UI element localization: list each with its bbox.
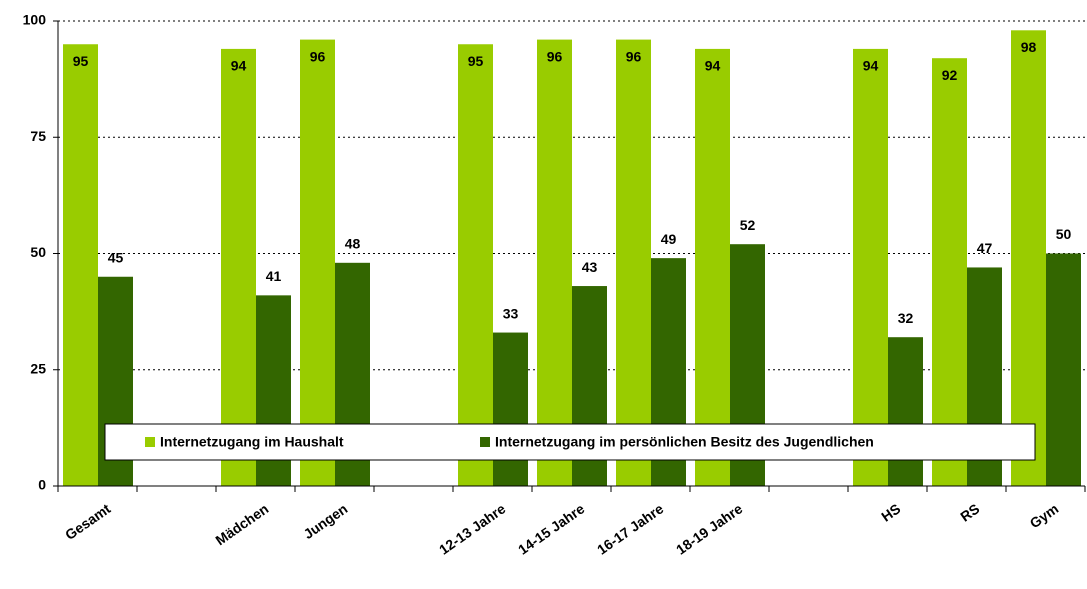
x-tick-label: Mädchen [212,500,271,548]
y-tick-label: 0 [38,477,46,493]
y-tick-label: 50 [30,244,46,260]
legend-label: Internetzugang im persönlichen Besitz de… [495,434,874,450]
bar [932,58,967,486]
bar [853,48,888,487]
value-label: 94 [863,58,879,74]
value-label: 32 [898,310,914,326]
value-label: 49 [661,231,677,247]
value-label: 94 [231,58,247,74]
value-label: 43 [582,259,598,275]
value-label: 41 [266,268,282,284]
legend-swatch [480,437,490,447]
bar [888,337,923,486]
bar [1011,30,1046,487]
value-label: 45 [108,249,124,265]
x-tick-label: RS [957,500,982,524]
value-label: 33 [503,305,519,321]
value-label: 47 [977,240,993,256]
value-label: 50 [1056,226,1072,242]
value-label: 96 [310,48,326,64]
y-tick-label: 75 [30,128,46,144]
bar [493,332,528,486]
x-tick-label: Gym [1027,500,1062,531]
x-tick-label: HS [878,500,903,524]
bar [537,39,572,486]
x-tick-label: Gesamt [62,500,114,543]
bar [1046,253,1081,486]
legend [104,423,1036,461]
x-tick-label: 12-13 Jahre [436,500,508,557]
x-tick-label: Jungen [300,500,350,542]
y-tick-label: 25 [30,360,46,376]
bar [63,44,98,486]
value-label: 95 [468,53,484,69]
value-label: 95 [73,53,89,69]
value-label: 96 [626,48,642,64]
legend-swatch [145,437,155,447]
x-tick-label: 14-15 Jahre [515,500,587,557]
value-label: 96 [547,48,563,64]
value-label: 92 [942,67,958,83]
x-tick-label: 16-17 Jahre [594,500,666,557]
legend-label: Internetzugang im Haushalt [160,434,344,450]
bar [221,48,256,487]
bar [458,44,493,486]
value-label: 52 [740,217,756,233]
bar [695,48,730,487]
y-tick-label: 100 [23,12,47,28]
value-label: 98 [1021,39,1037,55]
value-label: 94 [705,58,721,74]
x-tick-label: 18-19 Jahre [673,500,745,557]
bar [300,39,335,486]
bar [616,39,651,486]
value-label: 48 [345,236,361,252]
